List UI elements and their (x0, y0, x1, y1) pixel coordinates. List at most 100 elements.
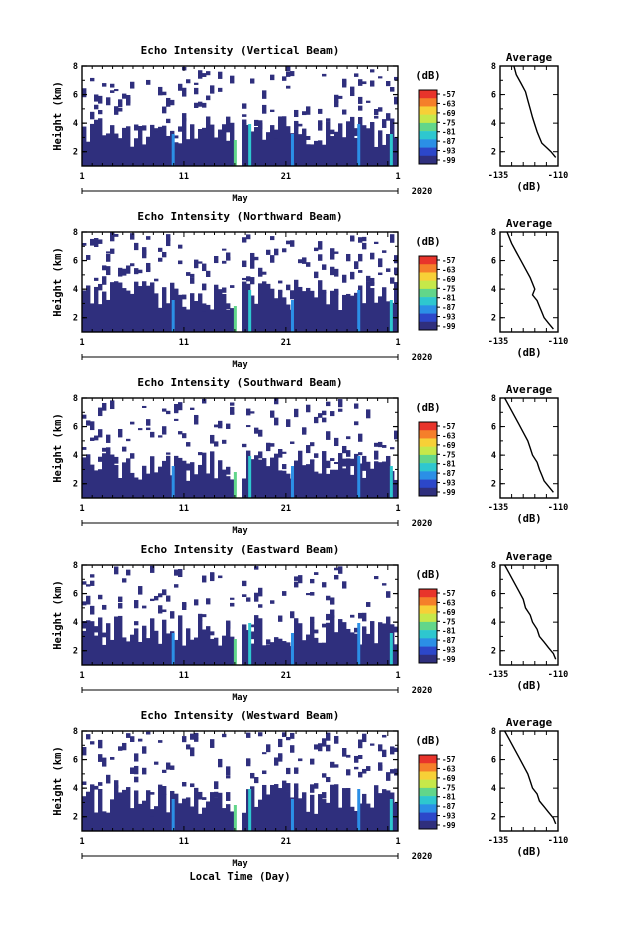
echo-fragment (166, 637, 171, 642)
echo-fragment (358, 452, 363, 456)
echo-fragment (322, 582, 327, 588)
echo-fragment (90, 77, 95, 82)
echo-fragment (282, 76, 287, 81)
echo-fragment (394, 96, 399, 105)
echo-fragment (294, 767, 299, 772)
echo-column (98, 788, 103, 831)
echo-column (342, 137, 347, 166)
echo-fragment (190, 733, 195, 740)
echo-fragment (274, 129, 279, 139)
echo-fragment (142, 249, 147, 259)
echo-fragment (370, 69, 375, 73)
echo-column (302, 465, 307, 498)
echo-fragment (178, 244, 183, 249)
colorbar-swatch (419, 646, 437, 656)
echo-fragment (390, 751, 395, 755)
x-tick-label: 1 (79, 338, 84, 348)
echo-fragment (190, 747, 195, 757)
echo-column (370, 122, 375, 166)
echo-fragment (182, 87, 187, 97)
colorbar-tick-label: -75 (442, 617, 456, 626)
echo-column (162, 460, 167, 498)
echo-column (82, 457, 87, 498)
echo-column (326, 121, 331, 166)
echo-fragment (270, 109, 275, 113)
echo-fragment (390, 447, 395, 450)
echo-column (354, 138, 359, 166)
echo-fragment (214, 255, 219, 264)
colorbar-tick-label: -99 (442, 156, 456, 165)
convective-streak (290, 633, 294, 665)
average-frame (499, 730, 559, 832)
echo-column (378, 793, 383, 831)
echo-column (166, 639, 171, 665)
echo-fragment (358, 771, 363, 778)
beam-panel-0: Echo Intensity (Vertical Beam) 2 4 6 8 Height… (52, 44, 568, 204)
echo-fragment (270, 74, 275, 81)
echo-fragment (294, 769, 299, 774)
year-label: 2020 (412, 852, 432, 862)
y-tick-label: 8 (73, 727, 78, 737)
echo-fragment (162, 91, 167, 96)
echo-fragment (294, 109, 299, 118)
colorbar-tick-label: -63 (442, 265, 456, 274)
echo-fragment (358, 754, 363, 760)
echo-fragment (286, 284, 291, 291)
echo-fragment (110, 90, 115, 93)
echo-column (218, 289, 223, 332)
convective-streak (389, 466, 393, 498)
echo-column (206, 304, 211, 332)
echo-column (130, 293, 135, 332)
echo-fragment (130, 736, 135, 742)
echo-column (102, 453, 107, 498)
echo-fragment (190, 273, 195, 278)
y-tick-label: 8 (73, 394, 78, 404)
month-label: May (232, 194, 247, 204)
echo-fragment (286, 240, 291, 245)
echo-column (370, 621, 375, 665)
echo-column (374, 146, 379, 166)
echo-fragment (330, 129, 335, 135)
echo-fragment (206, 71, 211, 76)
echo-fragment (130, 453, 135, 459)
echo-fragment (90, 437, 95, 441)
echo-fragment (118, 746, 123, 751)
echo-column (254, 615, 259, 665)
echo-column (126, 290, 131, 332)
echo-column (338, 310, 343, 332)
echo-fragment (142, 767, 147, 775)
month-label: May (232, 526, 247, 536)
echo-column (122, 462, 127, 498)
echo-fragment (98, 429, 103, 438)
echo-fragment (158, 257, 163, 262)
echo-fragment (230, 402, 235, 406)
echo-heatmap (81, 397, 399, 499)
average-y-tick-label: 6 (491, 590, 496, 600)
echo-fragment (194, 732, 199, 742)
echo-fragment (202, 102, 207, 108)
echo-fragment (98, 95, 103, 104)
echo-fragment (230, 597, 235, 600)
echo-column (286, 126, 291, 166)
echo-fragment (306, 262, 311, 267)
echo-fragment (378, 296, 383, 302)
echo-fragment (178, 260, 183, 265)
echo-column (342, 788, 347, 831)
echo-fragment (174, 569, 179, 576)
echo-fragment (318, 413, 323, 418)
average-profile-line (513, 65, 557, 158)
echo-fragment (262, 90, 267, 99)
echo-column (318, 140, 323, 166)
echo-fragment (390, 277, 395, 284)
average-frame (499, 564, 559, 666)
echo-fragment (374, 450, 379, 460)
echo-fragment (106, 266, 111, 276)
colorbar-tick-label: -87 (442, 636, 456, 645)
y-tick-label: 6 (73, 590, 78, 600)
echo-column (302, 640, 307, 665)
echo-fragment (258, 120, 263, 130)
echo-fragment (86, 734, 91, 740)
echo-fragment (146, 427, 151, 431)
echo-column (274, 453, 279, 498)
echo-fragment (82, 581, 87, 585)
